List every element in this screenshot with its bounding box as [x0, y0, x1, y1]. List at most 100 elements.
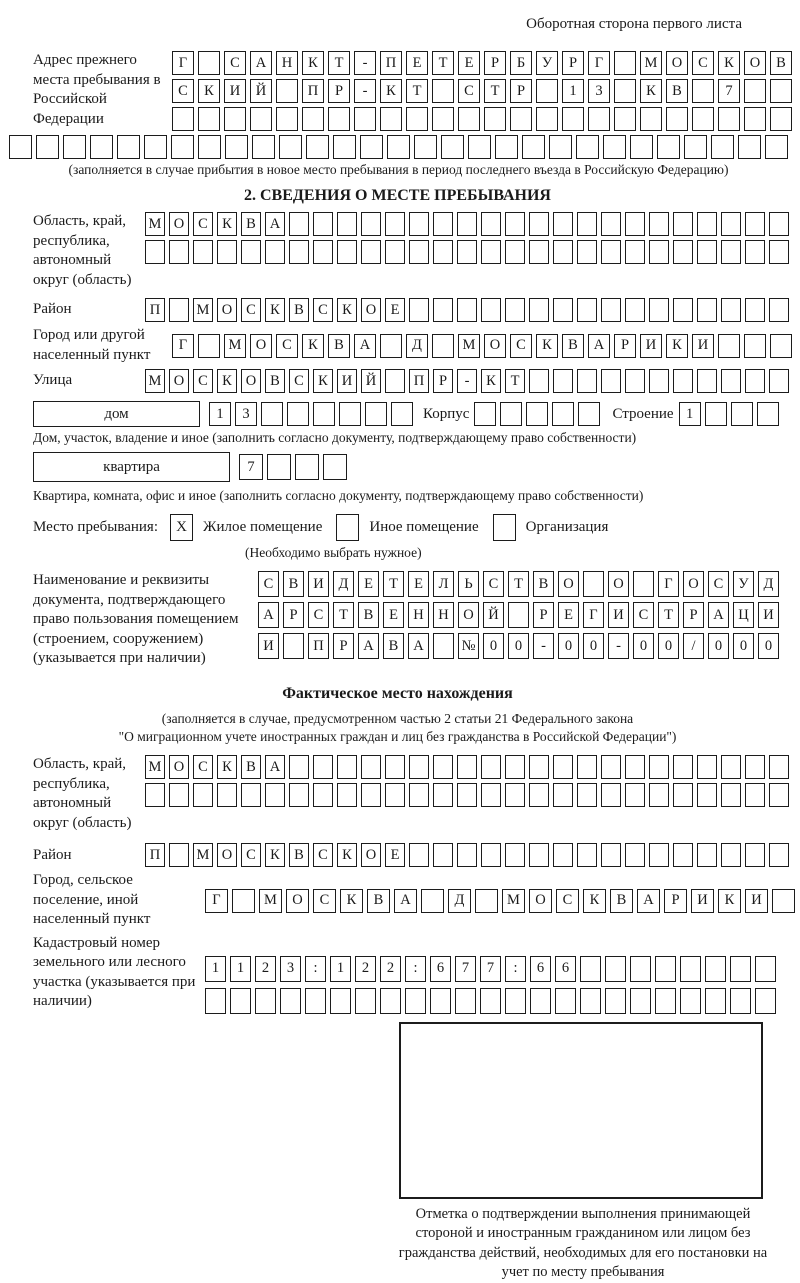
char-cell[interactable] [414, 135, 437, 159]
char-cell[interactable]: И [640, 333, 662, 358]
char-cell[interactable]: Р [433, 369, 453, 393]
char-cell[interactable] [625, 369, 645, 393]
char-cell[interactable] [576, 135, 599, 159]
char-cell[interactable]: Р [333, 633, 354, 659]
char-cell[interactable]: Н [276, 51, 298, 75]
char-cell[interactable] [385, 369, 405, 393]
char-cell[interactable] [755, 955, 776, 982]
char-cell[interactable]: О [217, 298, 237, 322]
char-cell[interactable]: П [302, 79, 324, 103]
char-cell[interactable]: К [481, 369, 501, 393]
char-cell[interactable]: 0 [733, 633, 754, 659]
char-cell[interactable] [405, 987, 426, 1014]
char-cell[interactable] [361, 240, 381, 264]
char-cell[interactable] [302, 107, 324, 131]
char-cell[interactable] [649, 755, 669, 780]
char-cell[interactable] [385, 783, 405, 808]
char-cell[interactable] [745, 240, 765, 264]
char-cell[interactable]: О [683, 571, 704, 597]
char-cell[interactable] [721, 783, 741, 808]
char-cell[interactable]: С [193, 212, 213, 236]
char-cell[interactable]: П [145, 843, 165, 868]
char-cell[interactable] [711, 135, 734, 159]
char-cell[interactable] [198, 135, 221, 159]
char-cell[interactable] [552, 402, 575, 426]
char-cell[interactable]: А [265, 212, 285, 236]
char-cell[interactable]: - [608, 633, 629, 659]
char-cell[interactable] [580, 987, 601, 1014]
char-cell[interactable] [649, 843, 669, 868]
char-cell[interactable]: 3 [588, 79, 610, 103]
char-cell[interactable] [721, 212, 741, 236]
char-cell[interactable] [306, 135, 329, 159]
char-cell[interactable]: С [692, 51, 714, 75]
char-cell[interactable]: 0 [633, 633, 654, 659]
char-cell[interactable]: Р [510, 79, 532, 103]
char-cell[interactable]: Т [383, 571, 404, 597]
char-cell[interactable] [117, 135, 140, 159]
char-cell[interactable] [276, 79, 298, 103]
char-cell[interactable] [765, 135, 788, 159]
char-cell[interactable]: 1 [562, 79, 584, 103]
char-cell[interactable]: : [305, 955, 326, 982]
char-cell[interactable]: А [588, 333, 610, 358]
char-cell[interactable] [276, 107, 298, 131]
char-cell[interactable]: 0 [758, 633, 779, 659]
char-cell[interactable] [337, 212, 357, 236]
char-cell[interactable] [529, 369, 549, 393]
char-cell[interactable] [655, 987, 676, 1014]
char-cell[interactable]: Е [558, 602, 579, 628]
char-cell[interactable] [601, 783, 621, 808]
char-cell[interactable] [666, 107, 688, 131]
char-cell[interactable] [680, 987, 701, 1014]
char-cell[interactable] [169, 298, 189, 322]
char-cell[interactable]: С [308, 602, 329, 628]
char-cell[interactable] [745, 369, 765, 393]
char-cell[interactable] [241, 783, 261, 808]
char-cell[interactable]: Т [432, 51, 454, 75]
char-cell[interactable] [63, 135, 86, 159]
char-cell[interactable] [144, 135, 167, 159]
char-cell[interactable] [553, 212, 573, 236]
char-cell[interactable]: 7 [718, 79, 740, 103]
char-cell[interactable] [409, 783, 429, 808]
char-cell[interactable]: П [380, 51, 402, 75]
char-cell[interactable]: Ь [458, 571, 479, 597]
char-cell[interactable] [193, 240, 213, 264]
char-cell[interactable] [313, 783, 333, 808]
char-cell[interactable]: О [169, 369, 189, 393]
char-cell[interactable] [601, 369, 621, 393]
char-cell[interactable] [385, 240, 405, 264]
char-cell[interactable] [171, 135, 194, 159]
char-cell[interactable] [697, 298, 717, 322]
char-cell[interactable]: Г [588, 51, 610, 75]
char-cell[interactable] [601, 843, 621, 868]
char-cell[interactable] [457, 212, 477, 236]
char-cell[interactable]: 2 [355, 955, 376, 982]
char-cell[interactable] [522, 135, 545, 159]
char-cell[interactable] [457, 298, 477, 322]
char-cell[interactable]: О [484, 333, 506, 358]
char-cell[interactable] [481, 240, 501, 264]
char-cell[interactable]: : [505, 955, 526, 982]
char-cell[interactable]: Ц [733, 602, 754, 628]
char-cell[interactable] [649, 240, 669, 264]
char-cell[interactable] [614, 107, 636, 131]
char-cell[interactable] [409, 212, 429, 236]
char-cell[interactable] [313, 402, 335, 426]
char-cell[interactable]: Г [172, 51, 194, 75]
char-cell[interactable] [745, 212, 765, 236]
char-cell[interactable]: О [217, 843, 237, 868]
char-cell[interactable] [387, 135, 410, 159]
char-cell[interactable]: Н [408, 602, 429, 628]
char-cell[interactable]: 7 [455, 955, 476, 982]
char-cell[interactable] [313, 755, 333, 780]
char-cell[interactable] [577, 212, 597, 236]
char-cell[interactable]: В [610, 888, 633, 913]
char-cell[interactable]: С [483, 571, 504, 597]
char-cell[interactable] [409, 298, 429, 322]
char-cell[interactable] [577, 783, 597, 808]
char-cell[interactable]: О [241, 369, 261, 393]
char-cell[interactable]: У [733, 571, 754, 597]
char-cell[interactable]: А [637, 888, 660, 913]
